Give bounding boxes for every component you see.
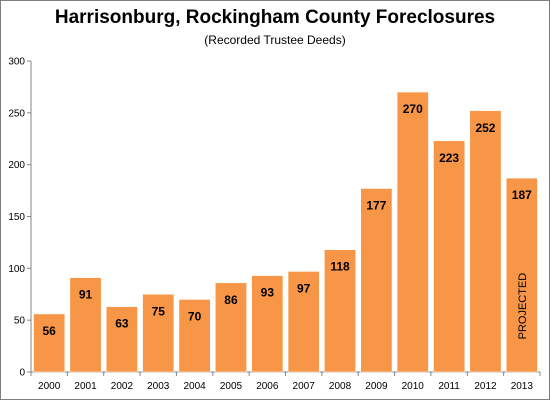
y-tick-label: 150 [8, 212, 25, 223]
x-tick-label-2003: 2003 [147, 381, 170, 392]
y-tick-label: 0 [19, 368, 25, 379]
x-tick-label-2011: 2011 [438, 381, 460, 392]
bar-2001 [69, 277, 102, 373]
bar-value-label-2011: 223 [439, 151, 459, 165]
y-tick-label: 250 [8, 108, 25, 119]
bar-value-label-2009: 177 [366, 199, 386, 213]
bar-value-label-2013: 187 [512, 188, 532, 202]
x-tick-label-2009: 2009 [365, 381, 388, 392]
bar-value-label-2007: 97 [297, 281, 311, 295]
bar-value-label-2001: 91 [79, 288, 93, 302]
y-tick-label: 200 [8, 160, 25, 171]
bar-value-label-2004: 70 [188, 309, 202, 323]
bar-2013 [505, 177, 538, 373]
x-tick-label-2010: 2010 [402, 381, 425, 392]
chart-title: Harrisonburg, Rockingham County Foreclos… [54, 7, 496, 28]
x-tick-label-2006: 2006 [256, 381, 279, 392]
bar-2002 [106, 306, 138, 373]
x-tick-label-2007: 2007 [293, 381, 316, 392]
y-tick-label: 50 [14, 316, 26, 327]
x-tick-label-2012: 2012 [474, 381, 497, 392]
bar-2011 [433, 140, 465, 373]
bar-2000 [33, 313, 66, 373]
bar-2008 [324, 249, 356, 373]
bar-value-label-2006: 93 [261, 286, 275, 300]
bar-2006 [251, 275, 284, 373]
x-tick-label-2005: 2005 [220, 381, 243, 392]
bar-value-label-2008: 118 [330, 260, 350, 274]
x-tick-label-2008: 2008 [329, 381, 352, 392]
y-tick-label: 100 [8, 264, 25, 275]
bar-2003 [142, 294, 175, 373]
x-tick-label-2002: 2002 [111, 381, 134, 392]
bar-2009 [360, 188, 393, 373]
bar-value-label-2010: 270 [403, 102, 423, 116]
projected-annotation: PROJECTED [517, 273, 529, 340]
bar-value-label-2012: 252 [475, 121, 495, 135]
bar-value-label-2000: 56 [42, 324, 56, 338]
bar-2004 [178, 299, 211, 373]
bar-value-label-2002: 63 [115, 317, 129, 331]
x-tick-label-2001: 2001 [74, 381, 97, 392]
y-tick-label: 300 [8, 57, 25, 68]
chart-subtitle: (Recorded Trustee Deeds) [204, 33, 346, 47]
x-tick-label-2000: 2000 [38, 381, 61, 392]
bar-2007 [287, 271, 320, 373]
x-tick-label-2013: 2013 [511, 381, 534, 392]
bar-2010 [396, 91, 429, 373]
bar-2012 [469, 110, 502, 373]
x-tick-label-2004: 2004 [183, 381, 206, 392]
bar-2005 [215, 282, 247, 373]
bar-value-label-2003: 75 [152, 304, 166, 318]
bar-value-label-2005: 86 [224, 293, 238, 307]
